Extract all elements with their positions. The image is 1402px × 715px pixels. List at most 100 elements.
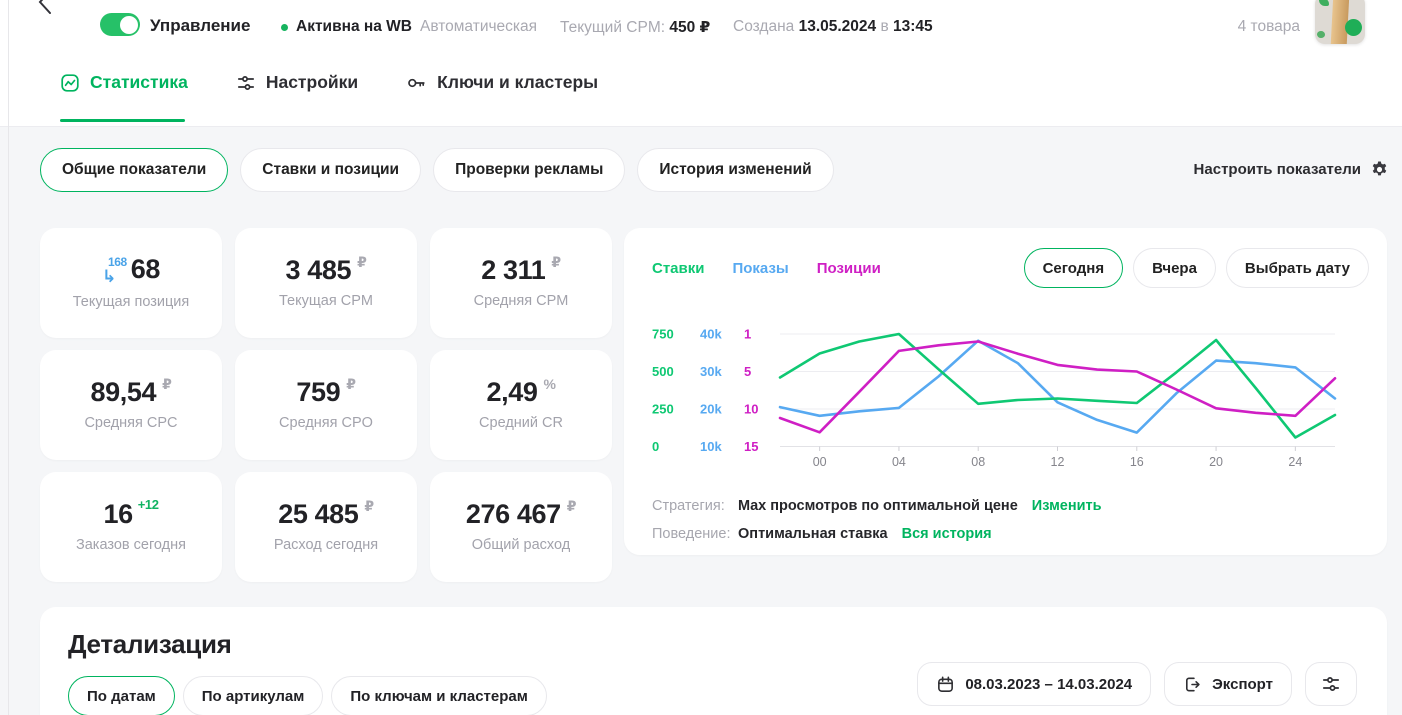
detail-tab-by-dates[interactable]: По датам — [68, 676, 175, 715]
card-value: 2,49 — [486, 377, 538, 407]
svg-text:1: 1 — [744, 327, 751, 342]
strategy-row: Стратегия: Max просмотров по оптимальной… — [652, 492, 1102, 520]
svg-text:12: 12 — [1051, 455, 1065, 469]
products-count: 4 товара — [1237, 18, 1300, 35]
stats-cards-grid: 168 ↳ 68 Текущая позиция 3 485 ₽ Текущая … — [40, 228, 612, 582]
status-dot-icon — [281, 23, 288, 31]
card-unit: % — [543, 376, 556, 392]
back-button[interactable] — [34, 0, 56, 14]
sliders-icon — [237, 75, 254, 90]
current-cpm: Текущий CPM: 450 ₽ — [560, 18, 710, 37]
card-average-cpm: 2 311 ₽ Средняя CPM — [430, 228, 612, 338]
card-unit: ₽ — [162, 376, 172, 392]
product-image-detail — [1317, 31, 1325, 38]
strategy-info: Стратегия: Max просмотров по оптимальной… — [652, 492, 1102, 548]
date-range-picker[interactable]: 08.03.2023 – 14.03.2024 — [917, 662, 1152, 706]
tab-keys-clusters[interactable]: Ключи и кластеры — [406, 72, 598, 93]
card-total-spend: 276 467 ₽ Общий расход — [430, 472, 612, 582]
range-today-button[interactable]: Сегодня — [1023, 248, 1124, 288]
detail-tab-by-articles[interactable]: По артикулам — [182, 676, 324, 715]
created-label: Создана — [733, 18, 795, 35]
card-unit: ₽ — [357, 254, 367, 270]
sliders-icon — [1322, 677, 1340, 691]
range-yesterday-button[interactable]: Вчера — [1133, 248, 1216, 288]
tab-label: Настройки — [265, 72, 359, 92]
created-time: 13:45 — [893, 18, 933, 35]
card-label: Средний CR — [479, 415, 563, 431]
range-pick-date-button[interactable]: Выбрать дату — [1225, 248, 1369, 288]
svg-text:20k: 20k — [700, 402, 722, 417]
tab-settings[interactable]: Настройки — [236, 72, 358, 93]
card-value: 16 — [103, 499, 133, 529]
legend-bids[interactable]: Ставки — [652, 260, 705, 277]
campaign-status: Активна на WB — [281, 18, 412, 36]
campaign-header: Управление Активна на WB Автоматическая … — [0, 0, 1402, 127]
svg-text:40k: 40k — [700, 327, 722, 342]
detail-controls: 08.03.2023 – 14.03.2024 Экспорт — [917, 662, 1357, 706]
svg-text:30k: 30k — [700, 364, 722, 379]
svg-text:10k: 10k — [700, 439, 722, 454]
card-unit: ₽ — [551, 254, 561, 270]
card-label: Средняя CPO — [279, 415, 373, 431]
panel-left-divider — [8, 0, 9, 715]
card-delta: +12 — [137, 497, 159, 512]
export-label: Экспорт — [1212, 675, 1273, 693]
behavior-history-link[interactable]: Вся история — [901, 526, 992, 542]
strategy-change-link[interactable]: Изменить — [1031, 498, 1102, 514]
card-current-position: 168 ↳ 68 Текущая позиция — [40, 228, 222, 338]
key-icon — [408, 78, 425, 87]
configure-indicators-button[interactable]: Настроить показатели — [1194, 160, 1389, 179]
card-average-cpc: 89,54 ₽ Средняя CPC — [40, 350, 222, 460]
campaign-toggle[interactable] — [100, 13, 140, 36]
line-chart: 750 500 250 0 40k 30k 20k 10k 1 5 10 15 00 04 08 12 16 20… — [640, 320, 1350, 472]
detail-tab-by-keys[interactable]: По ключам и кластерам — [331, 676, 547, 715]
pill-bids-positions[interactable]: Ставки и позиции — [240, 148, 422, 192]
tab-label: Статистика — [90, 72, 188, 92]
behavior-row: Поведение: Оптимальная ставка Вся истори… — [652, 520, 1102, 548]
svg-text:24: 24 — [1288, 455, 1302, 469]
export-button[interactable]: Экспорт — [1164, 662, 1292, 706]
chart-panel: Ставки Показы Позиции Сегодня Вчера Выбр… — [624, 228, 1387, 555]
card-label: Средняя CPM — [473, 293, 569, 309]
card-value: 68 — [130, 254, 161, 284]
card-unit: ₽ — [566, 498, 577, 514]
gear-icon — [1372, 161, 1387, 176]
date-range-value: 08.03.2023 – 14.03.2024 — [965, 675, 1133, 693]
discount-badge — [1345, 19, 1362, 36]
legend-positions[interactable]: Позиции — [816, 260, 881, 277]
detail-filter-button[interactable] — [1305, 662, 1357, 706]
card-value: 25 485 — [278, 499, 359, 529]
svg-text:250: 250 — [652, 402, 674, 417]
tab-label: Ключи и кластеры — [437, 72, 599, 92]
tab-statistics[interactable]: Статистика — [60, 72, 188, 93]
product-thumbnail[interactable] — [1315, 0, 1365, 44]
card-unit: ₽ — [346, 376, 356, 392]
detail-title: Детализация — [68, 629, 232, 659]
detail-section: Детализация По датам По артикулам По клю… — [40, 607, 1387, 715]
card-label: Расход сегодня — [273, 537, 379, 553]
chart-wave-icon — [61, 73, 79, 92]
svg-text:16: 16 — [1130, 455, 1144, 469]
previous-position-value: 168 — [107, 255, 127, 269]
svg-text:750: 750 — [652, 327, 674, 342]
detail-tabs: По датам По артикулам По ключам и класте… — [68, 676, 547, 715]
pill-change-history[interactable]: История изменений — [637, 148, 834, 192]
svg-text:00: 00 — [813, 455, 827, 469]
behavior-value: Оптимальная ставка — [738, 526, 888, 542]
legend-views[interactable]: Показы — [732, 260, 789, 277]
card-label: Средняя CPC — [84, 415, 178, 431]
card-unit: ₽ — [364, 498, 374, 514]
svg-text:0: 0 — [652, 439, 659, 454]
chart-legend: Ставки Показы Позиции — [652, 260, 881, 277]
position-change-arrow-icon: ↳ — [101, 267, 116, 286]
cpm-label: Текущий CPM: — [560, 19, 666, 36]
main-tabs: Статистика Настройки Ключи и кластеры — [60, 72, 598, 93]
pill-ad-checks[interactable]: Проверки рекламы — [433, 148, 626, 192]
product-image-detail — [1319, 0, 1329, 6]
pill-general-indicators[interactable]: Общие показатели — [40, 148, 229, 192]
created-at: Создана 13.05.2024 в 13:45 — [733, 18, 933, 36]
campaign-type: Автоматическая — [420, 18, 538, 35]
chevron-left-icon — [38, 0, 51, 14]
card-value: 3 485 — [285, 255, 352, 285]
